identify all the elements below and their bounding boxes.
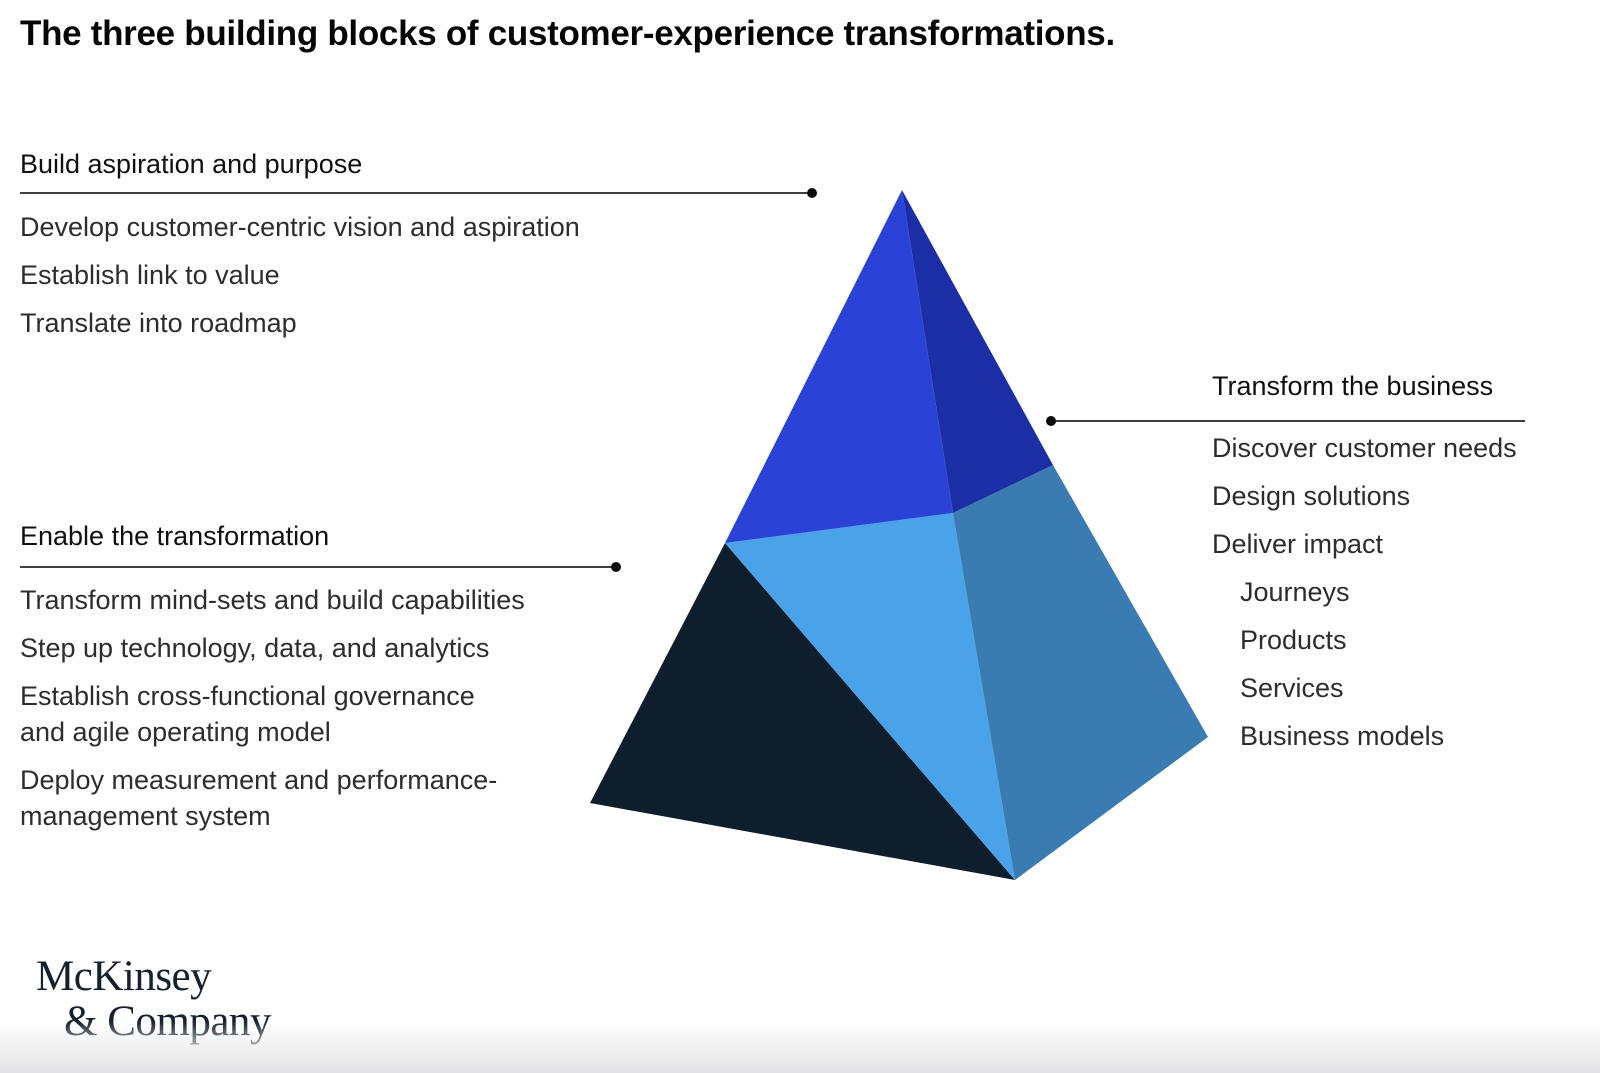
pyramid-face-top-left: [725, 190, 953, 543]
list-transform-business: Discover customer needs Design solutions D…: [1212, 430, 1517, 766]
list-item: Journeys: [1240, 577, 1350, 607]
pyramid-face-top-right: [902, 190, 1053, 513]
callout-dot-icon: [807, 188, 817, 198]
list-item: Establish link to value: [20, 260, 280, 290]
callout-dot-icon: [1046, 416, 1056, 426]
heading-enable-transformation: Enable the transformation: [20, 521, 330, 551]
list-item: Services: [1240, 673, 1344, 703]
callout-line-enable-transformation: [20, 562, 621, 572]
list-enable-transformation: Transform mind-sets and build capabiliti…: [20, 582, 525, 846]
list-item: Establish cross-functional governance and…: [20, 681, 475, 747]
list-build-aspiration: Develop customer-centric vision and aspi…: [20, 209, 580, 353]
list-item: Step up technology, data, and analytics: [20, 633, 490, 663]
list-item: Transform mind-sets and build capabiliti…: [20, 585, 525, 615]
list-item: Discover customer needs: [1212, 433, 1517, 463]
pyramid-face-lower-left: [590, 543, 1015, 880]
page-title: The three building blocks of customer-ex…: [20, 14, 1115, 53]
pyramid-face-lower-right: [953, 465, 1208, 880]
window-edge-gradient: [0, 1021, 1600, 1073]
heading-build-aspiration: Build aspiration and purpose: [20, 149, 363, 179]
callout-line-transform-business: [1046, 416, 1525, 426]
list-item: Business models: [1240, 721, 1445, 751]
callout-dot-icon: [611, 562, 621, 572]
heading-transform-business: Transform the business: [1212, 371, 1494, 401]
list-item: Products: [1240, 625, 1347, 655]
list-item: Design solutions: [1212, 481, 1411, 511]
list-item: Develop customer-centric vision and aspi…: [20, 212, 580, 242]
callout-line-build-aspiration: [20, 188, 817, 198]
list-item: Translate into roadmap: [20, 308, 297, 338]
list-item: Deliver impact: [1212, 529, 1384, 559]
pyramid-face-lower-front: [725, 513, 1015, 880]
logo-line1: McKinsey: [36, 953, 212, 1000]
list-item: Deploy measurement and performance-manag…: [20, 765, 498, 831]
